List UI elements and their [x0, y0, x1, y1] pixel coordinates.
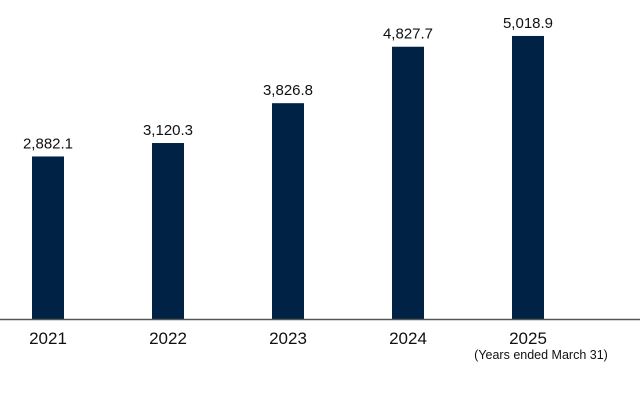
value-label-2022: 3,120.3 — [143, 122, 193, 139]
x-axis-note: (Years ended March 31) — [474, 348, 608, 362]
x-tick-2022: 2022 — [149, 329, 187, 348]
bar-2025 — [512, 35, 544, 320]
value-label-2021: 2,882.1 — [23, 135, 73, 152]
bars-layer — [32, 35, 544, 320]
bar-2023 — [272, 103, 304, 319]
bar-2024 — [392, 46, 424, 320]
bar-2022 — [152, 143, 184, 319]
value-label-2023: 3,826.8 — [263, 82, 313, 99]
x-tick-2024: 2024 — [389, 329, 427, 348]
value-label-2024: 4,827.7 — [383, 26, 433, 43]
bar-2021 — [32, 156, 64, 319]
x-tick-2021: 2021 — [29, 329, 67, 348]
x-tick-2023: 2023 — [269, 329, 307, 348]
value-labels-layer: 2,882.1 3,120.3 3,826.8 4,827.7 5,018.9 — [23, 15, 553, 153]
x-tick-2025: 2025 — [509, 329, 547, 348]
value-label-2025: 5,018.9 — [503, 15, 553, 32]
x-tick-labels: 2021 2022 2023 2024 2025 — [29, 329, 547, 348]
